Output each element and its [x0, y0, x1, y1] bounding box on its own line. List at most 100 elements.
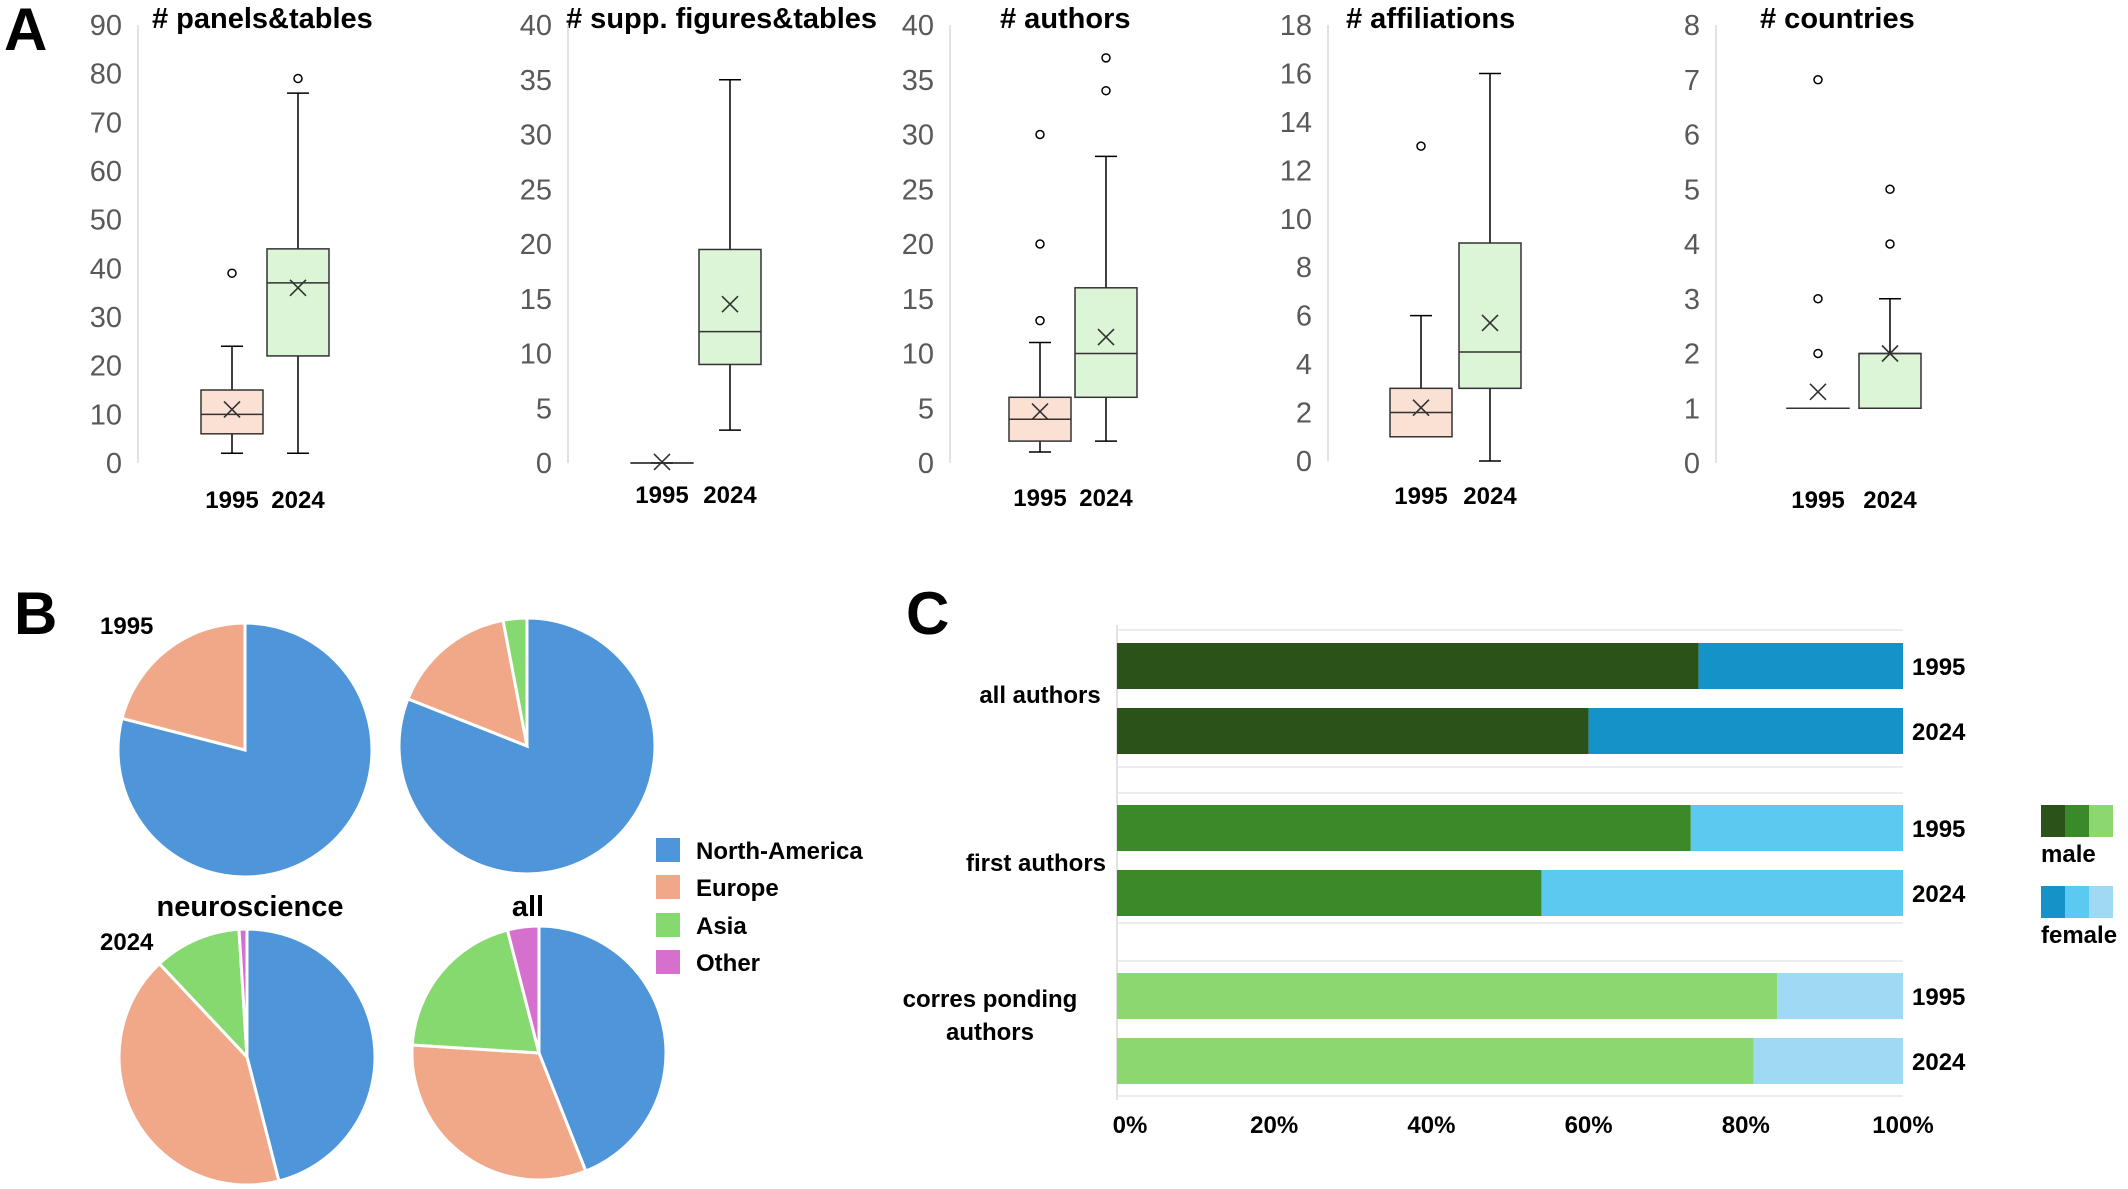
x-category-label: 2024	[1863, 487, 1917, 514]
x-tick-label: 60%	[1565, 1112, 1613, 1139]
bar-group-1: 1995 2024	[1117, 643, 1966, 754]
legend-label: Asia	[696, 913, 747, 940]
y-tick-label: 16	[1280, 58, 1312, 90]
y-tick-label: 40	[90, 253, 122, 285]
y-tick-label: 2	[1296, 398, 1312, 430]
bar-year-label: 1995	[1912, 654, 1965, 681]
y-tick-label: 18	[1280, 10, 1312, 42]
legend-swatch	[656, 838, 680, 862]
bar-segment-female	[1690, 805, 1903, 851]
x-category-label: 2024	[703, 482, 757, 509]
pie-slice-other	[505, 924, 541, 1054]
legend-female-label: female	[2041, 922, 2117, 949]
y-tick-label: 6	[1296, 301, 1312, 333]
y-tick-label: 3	[1684, 284, 1700, 316]
legend-swatch	[656, 950, 680, 974]
box-1995	[200, 268, 264, 455]
boxplot-title: # supp. figures&tables	[566, 3, 877, 35]
box-1995	[1786, 75, 1850, 410]
boxplot-5: # countries 0 1 2 3 4 5 6 7 8 1995 2024	[1684, 3, 1922, 514]
boxplot-1: # panels&tables 0 10 20 30 40 50 60 70 80 90 1995 20…	[90, 3, 373, 514]
bar-segment-male	[1117, 643, 1699, 689]
x-category-label: 1995	[1791, 487, 1844, 514]
pie-slice-north-america	[245, 927, 377, 1183]
box-2024	[266, 73, 330, 455]
bar-segment-male	[1117, 870, 1542, 916]
panel-letter-a: A	[4, 0, 47, 63]
box-iqr	[1074, 287, 1138, 399]
legend-label: North-America	[696, 838, 863, 865]
y-tick-label: 5	[918, 393, 934, 425]
y-tick-label: 6	[1684, 120, 1700, 152]
legend-female: female	[2041, 886, 2117, 949]
outlier-point	[1101, 53, 1111, 63]
legend-item-north-america: North-America	[656, 838, 863, 865]
legend-male-label: male	[2041, 841, 2096, 868]
boxplot-title: # affiliations	[1346, 3, 1515, 35]
mean-marker	[1881, 344, 1899, 363]
x-tick-label: 20%	[1250, 1112, 1298, 1139]
bar-segment-female	[1541, 870, 1903, 916]
outlier-point	[1035, 129, 1045, 140]
outlier-point	[1035, 315, 1045, 326]
pie-column-label-all: all	[512, 891, 544, 923]
pie-column-label-neuroscience: neuroscience	[157, 891, 344, 923]
legend-item-other: Other	[656, 950, 760, 977]
outlier-point	[1813, 294, 1823, 304]
box-2024	[698, 79, 762, 431]
panel-c-gender-bars: 1995 2024 1995 2024 1995 2024 all authors first…	[903, 625, 2117, 1139]
mean-marker	[1481, 314, 1499, 332]
y-tick-label: 35	[520, 65, 552, 97]
x-category-label: 2024	[271, 487, 325, 514]
y-tick-label: 8	[1684, 10, 1700, 42]
y-tick-label: 1	[1684, 393, 1700, 425]
mean-marker	[223, 400, 241, 419]
bar-group-label: first authors	[966, 850, 1106, 877]
pie-neuroscience-1995	[116, 621, 374, 879]
y-tick-label: 15	[902, 284, 934, 316]
box-2024	[1074, 53, 1138, 442]
y-tick-label: 90	[90, 10, 122, 42]
y-tick-label: 40	[520, 10, 552, 42]
y-tick-label: 10	[520, 339, 552, 371]
legend-female-swatch	[2089, 886, 2113, 918]
y-tick-label: 10	[90, 399, 122, 431]
outlier-point	[293, 73, 303, 84]
outlier-point	[1885, 184, 1895, 194]
bar-year-label: 2024	[1912, 1049, 1966, 1076]
bar-year-label: 1995	[1912, 984, 1965, 1011]
pie-slice-asia	[501, 616, 529, 747]
panel-letter-c: C	[906, 580, 949, 647]
pie-slice-other	[237, 927, 249, 1058]
legend-item-europe: Europe	[656, 875, 779, 902]
legend-swatch	[656, 913, 680, 937]
legend-item-asia: Asia	[656, 913, 747, 940]
box-1995	[1389, 141, 1453, 438]
box-2024	[1458, 72, 1522, 462]
boxplot-3: # authors 0 5 10 15 20 25 30 35 40 1995 2024	[902, 3, 1138, 512]
mean-marker	[1809, 383, 1827, 401]
y-tick-label: 50	[90, 205, 122, 237]
pie-slice-europe	[120, 621, 247, 752]
mean-marker	[1097, 328, 1115, 346]
x-category-label: 2024	[1463, 483, 1517, 510]
x-category-label: 1995	[1013, 485, 1066, 512]
pie-all-2024	[410, 924, 668, 1182]
bar-segment-male	[1117, 1038, 1754, 1084]
y-tick-label: 40	[902, 10, 934, 42]
legend-label: Europe	[696, 875, 779, 902]
y-tick-label: 5	[1684, 174, 1700, 206]
bar-year-label: 2024	[1912, 719, 1966, 746]
y-tick-label: 30	[90, 302, 122, 334]
bar-segment-female	[1698, 643, 1903, 689]
y-tick-label: 35	[902, 65, 934, 97]
x-tick-label: 40%	[1407, 1112, 1455, 1139]
bar-group-label: all authors	[979, 682, 1100, 709]
y-tick-label: 0	[918, 448, 934, 480]
pie-slice-asia	[157, 927, 249, 1062]
x-category-label: 2024	[1079, 485, 1133, 512]
y-tick-label: 0	[1684, 448, 1700, 480]
pie-slice-europe	[410, 1043, 588, 1182]
